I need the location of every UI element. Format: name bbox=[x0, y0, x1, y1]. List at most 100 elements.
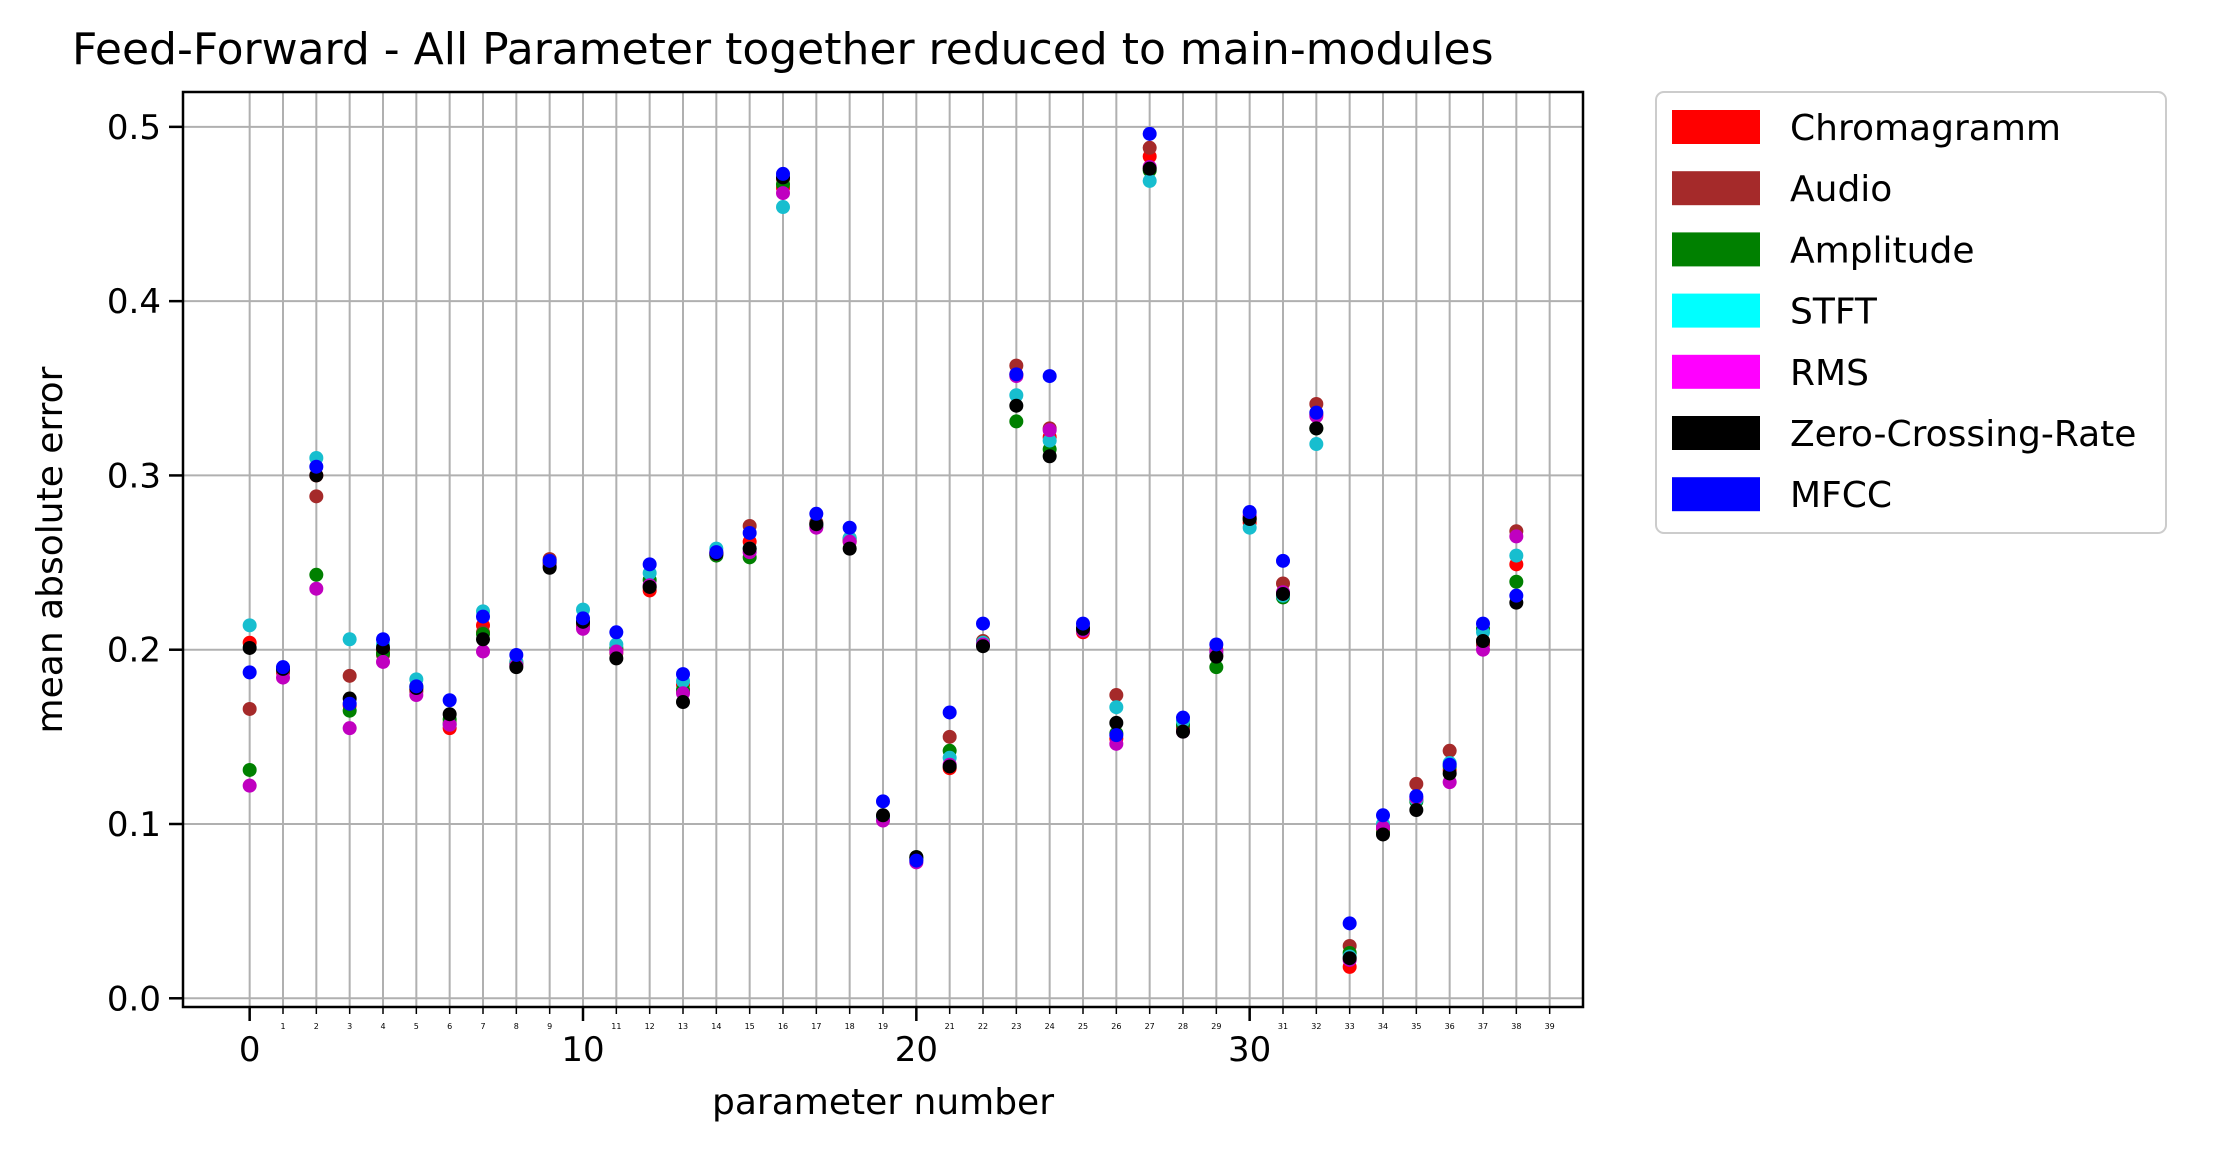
x-axis-ticks: 0 10 20 301 2 3 4 5 6 7 8 9 11 12 13 14 15 16 17 18 19 21 22 23… bbox=[239, 1007, 1555, 1070]
data-point-stft bbox=[1009, 388, 1024, 403]
data-point-mfcc bbox=[1476, 616, 1490, 631]
data-point-audio bbox=[1142, 140, 1157, 155]
data-point-mfcc bbox=[409, 679, 424, 694]
data-point-mfcc bbox=[709, 545, 724, 560]
data-point-zero-crossing-rate bbox=[1009, 398, 1024, 413]
data-point-rms bbox=[442, 717, 457, 732]
y-tick-label: 0.1 bbox=[107, 805, 161, 845]
x-minor-tick-label: 26 bbox=[1111, 1022, 1121, 1031]
data-point-mfcc bbox=[1209, 637, 1224, 652]
y-axis-label: mean absolute error bbox=[30, 366, 71, 733]
data-point-zero-crossing-rate bbox=[1209, 649, 1224, 664]
data-point-mfcc bbox=[609, 625, 624, 640]
x-minor-tick-label: 11 bbox=[611, 1022, 621, 1031]
data-point-mfcc bbox=[776, 166, 790, 181]
legend-swatch bbox=[1672, 354, 1760, 389]
data-point-rms bbox=[309, 581, 324, 596]
data-point-rms bbox=[776, 186, 790, 201]
data-point-mfcc bbox=[1176, 710, 1190, 725]
x-minor-tick-label: 8 bbox=[514, 1022, 519, 1031]
x-minor-tick-label: 39 bbox=[1545, 1022, 1555, 1031]
x-minor-tick-label: 2 bbox=[314, 1022, 319, 1031]
data-point-mfcc bbox=[1076, 616, 1090, 631]
x-minor-tick-label: 4 bbox=[380, 1022, 385, 1031]
data-point-zero-crossing-rate bbox=[1109, 715, 1124, 730]
data-point-mfcc bbox=[1342, 916, 1357, 931]
data-point-amplitude bbox=[1509, 574, 1524, 589]
data-point-zero-crossing-rate bbox=[842, 541, 857, 556]
data-point-audio bbox=[1409, 776, 1424, 791]
x-tick-label: 30 bbox=[1228, 1030, 1271, 1070]
data-point-zero-crossing-rate bbox=[976, 639, 990, 654]
legend-swatch bbox=[1672, 171, 1760, 206]
x-minor-tick-label: 22 bbox=[978, 1022, 988, 1031]
x-tick-label: 20 bbox=[895, 1030, 938, 1070]
data-point-stft bbox=[1142, 173, 1157, 188]
data-point-mfcc bbox=[642, 557, 657, 572]
legend-label: Audio bbox=[1790, 169, 1892, 210]
x-axis-label: parameter number bbox=[712, 1082, 1054, 1123]
data-point-zero-crossing-rate bbox=[1309, 421, 1324, 436]
data-point-mfcc bbox=[1042, 369, 1057, 384]
y-tick-label: 0.4 bbox=[107, 282, 161, 322]
x-minor-tick-label: 1 bbox=[280, 1022, 285, 1031]
data-point-zero-crossing-rate bbox=[1376, 827, 1390, 842]
data-point-zero-crossing-rate bbox=[609, 651, 624, 666]
data-point-mfcc bbox=[309, 459, 324, 474]
y-tick-label: 0.3 bbox=[107, 456, 161, 496]
x-minor-tick-label: 7 bbox=[480, 1022, 485, 1031]
x-minor-tick-label: 32 bbox=[1311, 1022, 1321, 1031]
x-minor-tick-label: 14 bbox=[711, 1022, 721, 1031]
data-point-audio bbox=[942, 729, 957, 744]
data-point-mfcc bbox=[1409, 789, 1424, 804]
data-point-mfcc bbox=[1276, 553, 1290, 568]
data-point-rms bbox=[1509, 529, 1524, 544]
x-minor-tick-label: 13 bbox=[678, 1022, 688, 1031]
data-point-zero-crossing-rate bbox=[1176, 724, 1190, 739]
x-minor-tick-label: 29 bbox=[1211, 1022, 1221, 1031]
data-point-audio bbox=[242, 701, 257, 716]
data-point-amplitude bbox=[1009, 414, 1024, 429]
data-point-mfcc bbox=[876, 794, 890, 809]
data-point-stft bbox=[1309, 437, 1324, 452]
data-point-mfcc bbox=[542, 553, 557, 568]
x-minor-tick-label: 6 bbox=[447, 1022, 452, 1031]
x-minor-tick-label: 12 bbox=[645, 1022, 655, 1031]
x-minor-tick-label: 21 bbox=[945, 1022, 955, 1031]
y-tick-label: 0.5 bbox=[107, 108, 161, 148]
legend-label: MFCC bbox=[1790, 475, 1892, 516]
x-minor-tick-label: 28 bbox=[1178, 1022, 1188, 1031]
data-point-zero-crossing-rate bbox=[809, 517, 824, 532]
legend-label: Amplitude bbox=[1790, 230, 1974, 271]
x-minor-tick-label: 18 bbox=[845, 1022, 855, 1031]
x-minor-tick-label: 24 bbox=[1045, 1022, 1055, 1031]
x-minor-tick-label: 31 bbox=[1278, 1022, 1288, 1031]
x-minor-tick-label: 15 bbox=[745, 1022, 755, 1031]
data-point-zero-crossing-rate bbox=[1342, 951, 1357, 966]
data-point-stft bbox=[1042, 433, 1057, 448]
data-point-amplitude bbox=[242, 762, 257, 777]
x-minor-tick-label: 27 bbox=[1145, 1022, 1155, 1031]
data-point-mfcc bbox=[1376, 808, 1390, 823]
x-tick-label: 0 bbox=[239, 1030, 261, 1070]
data-point-audio bbox=[1442, 743, 1457, 758]
legend-label: STFT bbox=[1790, 292, 1878, 333]
legend: Chromagramm Audio Amplitude STFT RMS Zero-Cro… bbox=[1655, 91, 2167, 534]
data-point-zero-crossing-rate bbox=[876, 808, 890, 823]
data-point-mfcc bbox=[476, 609, 490, 624]
x-minor-tick-label: 23 bbox=[1011, 1022, 1021, 1031]
data-point-mfcc bbox=[342, 696, 357, 711]
data-point-stft bbox=[1109, 700, 1124, 715]
data-point-zero-crossing-rate bbox=[676, 695, 690, 709]
data-point-rms bbox=[242, 778, 257, 793]
legend-label: Chromagramm bbox=[1790, 108, 2061, 149]
data-point-mfcc bbox=[1442, 757, 1457, 772]
data-point-mfcc bbox=[942, 705, 957, 720]
x-minor-tick-label: 36 bbox=[1445, 1022, 1455, 1031]
data-point-mfcc bbox=[976, 616, 990, 631]
x-minor-tick-label: 9 bbox=[547, 1022, 552, 1031]
data-point-mfcc bbox=[1142, 126, 1157, 141]
legend-swatch bbox=[1672, 293, 1760, 328]
data-point-mfcc bbox=[1509, 588, 1524, 603]
